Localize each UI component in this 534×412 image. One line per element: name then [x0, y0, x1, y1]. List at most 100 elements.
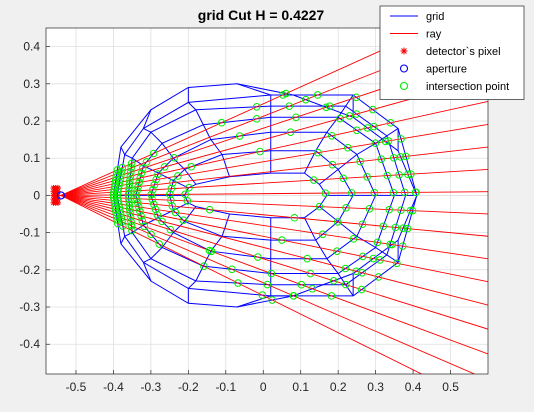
intersection-point-144: [359, 252, 367, 261]
intersection-point-78: [133, 186, 141, 195]
intersection-point-160: [352, 267, 361, 276]
intersection-point-41: [353, 126, 361, 135]
ray-16: [60, 195, 476, 374]
intersection-point-189: [113, 215, 121, 224]
x-tick-label-5: 0: [260, 380, 267, 394]
intersection-point-108: [397, 206, 405, 214]
grid-spoke-2-13: [143, 217, 159, 226]
intersection-point-140: [278, 236, 286, 244]
intersection-point-47: [363, 124, 372, 132]
y-tick-label-7: -0.3: [19, 300, 40, 314]
intersection-point-159: [116, 206, 124, 215]
intersection-point-37: [256, 147, 264, 156]
legend-label-ray: ray: [426, 29, 442, 41]
intersection-point-33: [368, 105, 377, 114]
intersection-point-8: [142, 158, 151, 166]
intersection-point-188: [289, 291, 298, 300]
intersection-point-105: [148, 195, 157, 204]
legend-entry-ray[interactable]: ray: [390, 29, 442, 41]
intersection-point-121: [133, 198, 142, 207]
intersection-point-87: [321, 189, 330, 197]
intersection-point-130: [349, 235, 358, 243]
intersection-point-50: [152, 175, 160, 184]
ray-4: [60, 100, 488, 196]
grid-spoke-4-5: [345, 94, 354, 107]
intersection-point-62: [150, 181, 159, 189]
intersection-point-95: [400, 188, 409, 197]
intersection-point-28: [137, 169, 146, 178]
intersection-point-4: [118, 163, 127, 172]
legend-marker-aperture: [399, 64, 409, 73]
intersection-point-21: [325, 102, 334, 110]
intersection-point-27: [286, 128, 295, 136]
legend-entry-aperture[interactable]: aperture: [399, 64, 467, 76]
intersection-point-19: [292, 113, 300, 122]
intersection-point-79: [383, 171, 392, 180]
intersection-point-180: [308, 284, 317, 293]
y-tick-label-3: 0.1: [23, 151, 40, 165]
pixel-stroke-d2: [55, 185, 61, 191]
intersection-point-177: [127, 217, 135, 226]
intersection-point-69: [402, 152, 410, 161]
intersection-point-31: [352, 110, 361, 118]
intersection-point-75: [339, 174, 348, 183]
intersection-point-61: [328, 160, 337, 169]
ray-17: [60, 195, 423, 374]
x-tick-label-7: 0.2: [330, 380, 347, 394]
legend-entry-grid[interactable]: grid: [390, 11, 444, 23]
intersection-point-120: [379, 222, 388, 231]
grid-spoke-4-9: [345, 284, 354, 297]
intersection-point-3: [252, 103, 261, 111]
intersection-point-122: [391, 223, 400, 232]
intersection-point-92: [132, 190, 140, 199]
x-tick-label-9: 0.4: [405, 380, 422, 394]
aperture-marker: [56, 191, 66, 200]
intersection-point-0: [149, 149, 158, 158]
intersection-point-16: [170, 153, 179, 162]
x-tick-label-8: 0.3: [367, 380, 384, 394]
intersection-point-86: [181, 190, 189, 199]
intersection-point-128: [318, 230, 327, 239]
grid-outer-spoke-14: [142, 262, 152, 282]
intersection-point-88: [166, 190, 174, 199]
legend-entry-intersection[interactable]: intersection point: [399, 81, 510, 93]
intersection-point-83: [407, 170, 415, 178]
intersection-point-39: [327, 131, 336, 140]
intersection-point-45: [386, 119, 395, 127]
intersection-point-57: [397, 135, 405, 143]
legend[interactable]: grid ray detector`s pixel aperture intersect…: [379, 5, 525, 100]
intersection-point-181: [112, 212, 121, 220]
x-tick-label-2: -0.3: [141, 380, 162, 394]
grid-spoke-1-6: [337, 154, 358, 170]
intersection-point-143: [153, 211, 162, 219]
grid-spoke-0-3: [221, 154, 231, 177]
intersection-point-129: [171, 208, 180, 217]
intersection-point-20: [126, 168, 135, 177]
intersection-point-25: [322, 103, 331, 112]
intersection-point-104: [365, 204, 374, 213]
intersection-point-158: [374, 273, 383, 281]
intersection-point-71: [396, 153, 405, 161]
intersection-point-49: [314, 148, 322, 157]
legend-label-pixel: detector`s pixel: [426, 46, 501, 58]
y-tick-label-2: 0.2: [23, 114, 40, 128]
detector-pixels: [50, 184, 61, 206]
intersection-point-124: [403, 224, 412, 233]
pixel-stroke-d2: [55, 189, 61, 195]
y-tick-label-4: 0: [33, 188, 40, 202]
y-tick-label-6: -0.2: [19, 263, 40, 277]
legend-entry-pixel[interactable]: detector`s pixel: [400, 46, 501, 58]
x-tick-label-0: -0.5: [66, 380, 87, 394]
grid-spoke-4-3: [187, 102, 197, 111]
intersection-point-155: [137, 212, 145, 220]
intersection-point-116: [333, 218, 342, 226]
intersection-point-91: [370, 188, 379, 197]
intersection-point-162: [254, 253, 262, 261]
grid-spoke-4-1: [124, 154, 133, 159]
intersection-point-133: [135, 203, 143, 211]
intersection-point-23: [352, 93, 361, 102]
grid-spoke-3-6: [375, 135, 388, 144]
intersection-point-197: [113, 219, 122, 228]
grid-spoke-1-5: [315, 131, 328, 152]
x-tick-label-6: 0.1: [292, 380, 309, 394]
